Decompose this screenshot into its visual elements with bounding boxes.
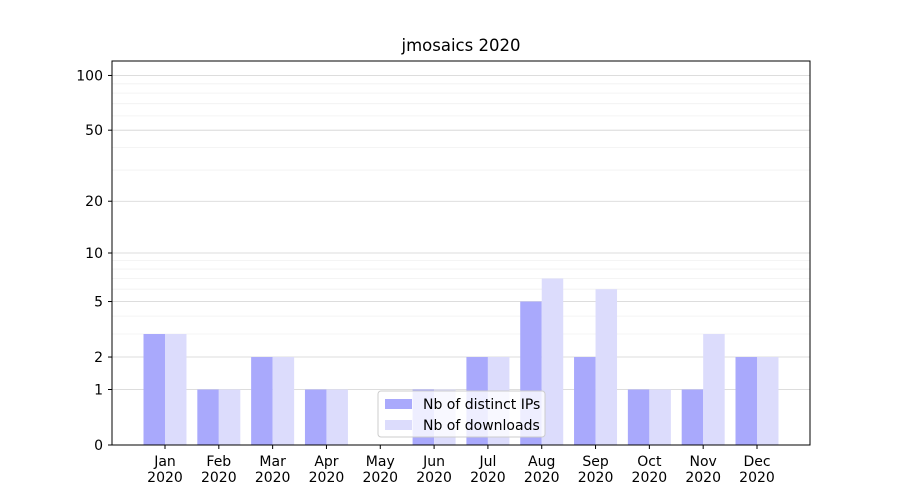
legend: Nb of distinct IPs Nb of downloads [377,390,546,438]
x-tick-label: May 2020 [362,454,398,486]
legend-label: Nb of downloads [423,418,540,434]
bar [627,389,650,445]
legend-swatch [385,399,412,409]
bar [197,389,219,445]
bar [757,357,779,445]
x-tick-label: Nov 2020 [685,454,721,486]
chart-title: jmosaics 2020 [401,36,521,55]
y-tick-label: 10 [85,246,103,262]
y-tick-label: 20 [85,194,103,210]
x-tick-label: Feb 2020 [201,454,237,486]
bar [735,357,757,445]
y-tick-label: 5 [94,295,103,311]
bar [649,389,671,445]
legend-swatch [385,420,412,430]
bar [304,389,327,445]
bar [165,333,187,445]
x-tick-label: Oct 2020 [632,454,668,486]
y-tick-label: 50 [85,123,103,139]
bar [251,357,273,445]
y-tick-label: 100 [76,68,103,84]
bar [574,357,596,445]
bar [272,357,295,445]
bar [681,389,704,445]
y-tick-label: 0 [94,438,103,454]
bar [703,333,725,445]
legend-label: Nb of distinct IPs [423,397,540,413]
x-tick-label: Sep 2020 [578,454,614,486]
y-tick-label: 2 [94,350,103,366]
x-tick-label: Jan 2020 [147,454,183,486]
x-tick-label: Jul 2020 [470,454,506,486]
x-tick-label: Apr 2020 [309,454,345,486]
bar [143,333,165,445]
x-tick-label: Jun 2020 [416,454,452,486]
x-tick-label: Dec 2020 [739,454,775,486]
bar [326,389,348,445]
bar [595,289,618,445]
y-tick-label: 1 [94,382,103,398]
legend-box [377,390,546,438]
x-tick-label: Aug 2020 [524,454,560,486]
bar [541,278,564,445]
x-tick-label: Mar 2020 [255,454,291,486]
bar [218,389,241,445]
